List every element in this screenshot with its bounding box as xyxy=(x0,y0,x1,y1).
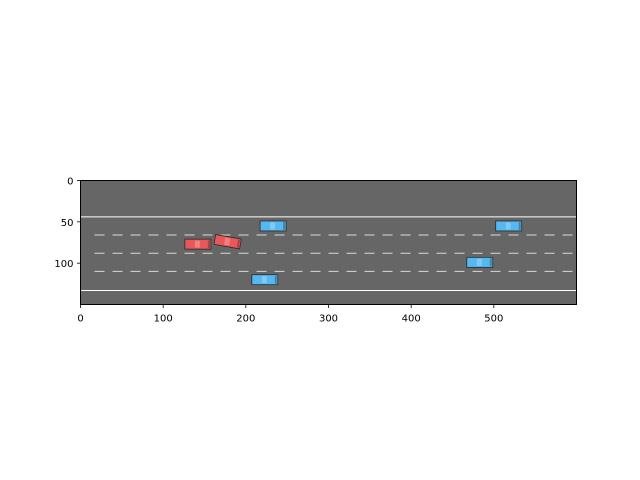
car-front xyxy=(274,275,277,284)
y-tick-label: 0 xyxy=(67,177,73,188)
axes-layer: 0 100 200 300 400 500 0 50 100 xyxy=(54,177,577,325)
x-tick-label: 300 xyxy=(319,314,338,325)
car-windshield xyxy=(270,222,276,230)
y-tick-label: 50 xyxy=(61,218,74,229)
car-windshield xyxy=(261,276,267,284)
car-body xyxy=(259,220,287,232)
car-front xyxy=(207,240,210,249)
car-body xyxy=(213,234,242,250)
car-body xyxy=(495,220,523,232)
blue-car-icon xyxy=(495,220,523,232)
car-body xyxy=(184,238,212,250)
x-tick-label: 200 xyxy=(236,314,255,325)
car-windshield xyxy=(224,237,231,246)
y-tick-label: 100 xyxy=(54,259,73,270)
x-tick-label: 500 xyxy=(484,314,503,325)
car-front xyxy=(236,239,241,248)
red-car-icon xyxy=(213,234,242,250)
car-front xyxy=(283,221,286,230)
car-windshield xyxy=(505,222,511,230)
car-body xyxy=(251,274,279,286)
blue-car-icon xyxy=(259,220,287,232)
car-body xyxy=(466,256,494,268)
road-background xyxy=(80,180,577,305)
x-tick-label: 0 xyxy=(77,314,83,325)
blue-car-icon xyxy=(251,274,279,286)
vehicles-layer xyxy=(184,220,523,286)
car-windshield xyxy=(194,240,200,248)
blue-car-icon xyxy=(466,256,494,268)
car-windshield xyxy=(476,258,482,266)
x-tick-label: 400 xyxy=(402,314,421,325)
red-car-icon xyxy=(184,238,212,250)
car-front xyxy=(518,221,521,230)
car-front xyxy=(489,258,492,267)
lane-markings-layer xyxy=(80,216,577,291)
x-tick-label: 100 xyxy=(154,314,173,325)
road-surface-layer xyxy=(80,180,577,305)
